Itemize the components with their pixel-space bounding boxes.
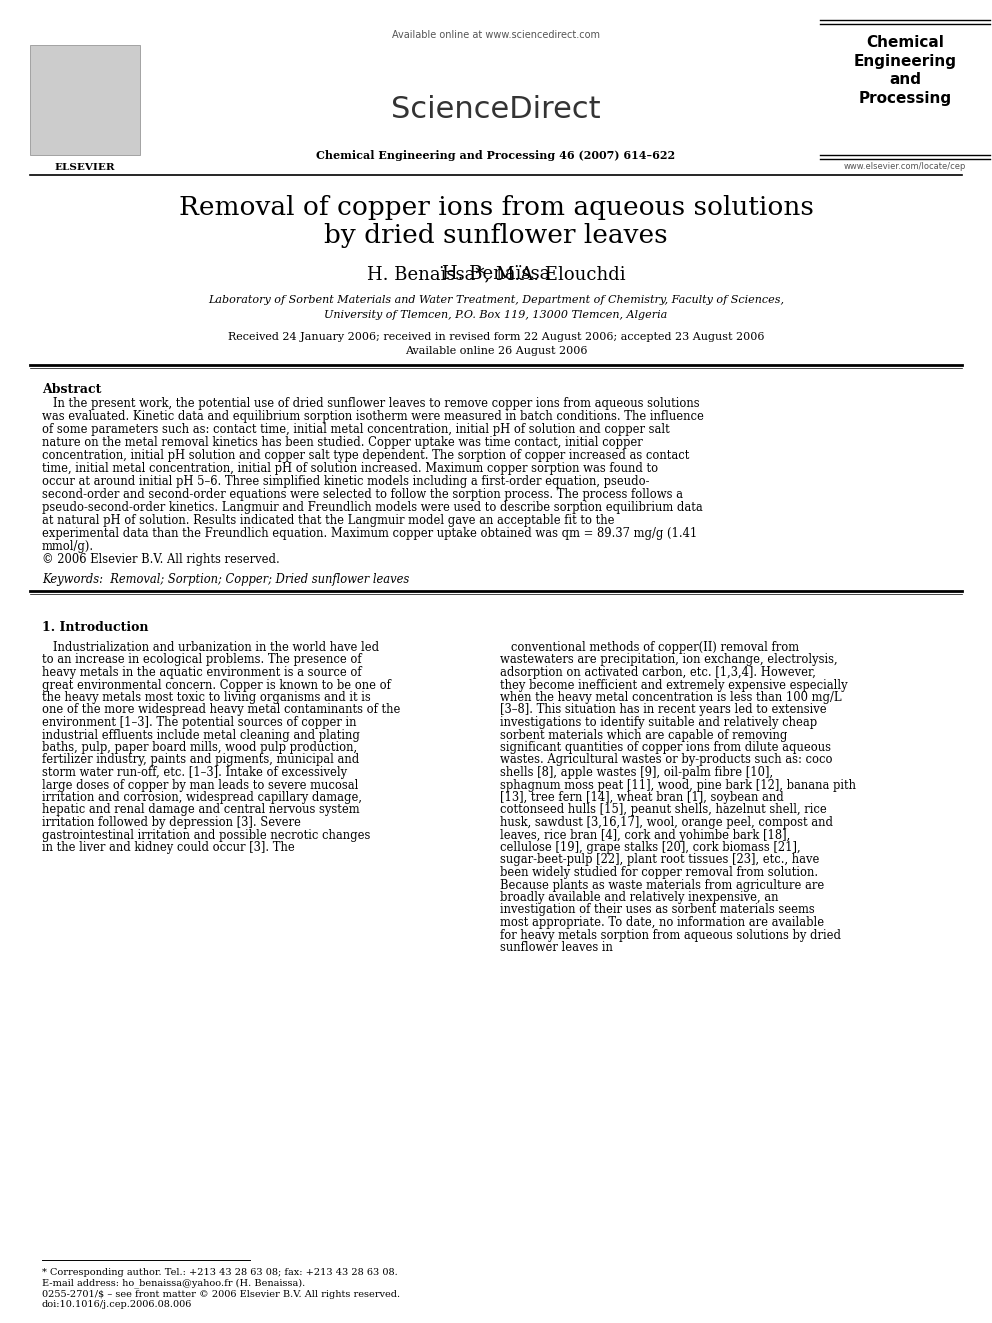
Text: sunflower leaves in: sunflower leaves in bbox=[500, 941, 613, 954]
Text: nature on the metal removal kinetics has been studied. Copper uptake was time co: nature on the metal removal kinetics has… bbox=[42, 437, 643, 448]
Text: Chemical
Engineering
and
Processing: Chemical Engineering and Processing bbox=[853, 34, 956, 106]
Text: 0255-2701/$ – see front matter © 2006 Elsevier B.V. All rights reserved.: 0255-2701/$ – see front matter © 2006 El… bbox=[42, 1290, 400, 1299]
Text: been widely studied for copper removal from solution.: been widely studied for copper removal f… bbox=[500, 867, 818, 878]
Text: conventional methods of copper(II) removal from: conventional methods of copper(II) remov… bbox=[500, 642, 800, 654]
Text: pseudo-second-order kinetics. Langmuir and Freundlich models were used to descri: pseudo-second-order kinetics. Langmuir a… bbox=[42, 501, 702, 515]
Text: Laboratory of Sorbent Materials and Water Treatment, Department of Chemistry, Fa: Laboratory of Sorbent Materials and Wate… bbox=[208, 295, 784, 306]
Text: for heavy metals sorption from aqueous solutions by dried: for heavy metals sorption from aqueous s… bbox=[500, 929, 841, 942]
Text: hepatic and renal damage and central nervous system: hepatic and renal damage and central ner… bbox=[42, 803, 360, 816]
Text: mmol/g).: mmol/g). bbox=[42, 540, 94, 553]
Text: H. Benaïssa: H. Benaïssa bbox=[441, 265, 551, 283]
Text: ScienceDirect: ScienceDirect bbox=[391, 95, 601, 124]
Text: was evaluated. Kinetic data and equilibrium sorption isotherm were measured in b: was evaluated. Kinetic data and equilibr… bbox=[42, 410, 704, 423]
Text: heavy metals in the aquatic environment is a source of: heavy metals in the aquatic environment … bbox=[42, 665, 362, 679]
Text: time, initial metal concentration, initial pH of solution increased. Maximum cop: time, initial metal concentration, initi… bbox=[42, 462, 658, 475]
Text: great environmental concern. Copper is known to be one of: great environmental concern. Copper is k… bbox=[42, 679, 391, 692]
Text: Chemical Engineering and Processing 46 (2007) 614–622: Chemical Engineering and Processing 46 (… bbox=[316, 149, 676, 161]
Text: the heavy metals most toxic to living organisms and it is: the heavy metals most toxic to living or… bbox=[42, 691, 371, 704]
Text: to an increase in ecological problems. The presence of: to an increase in ecological problems. T… bbox=[42, 654, 362, 667]
Text: shells [8], apple wastes [9], oil-palm fibre [10],: shells [8], apple wastes [9], oil-palm f… bbox=[500, 766, 773, 779]
Text: they become inefficient and extremely expensive especially: they become inefficient and extremely ex… bbox=[500, 679, 847, 692]
Text: by dried sunflower leaves: by dried sunflower leaves bbox=[324, 224, 668, 247]
Text: one of the more widespread heavy metal contaminants of the: one of the more widespread heavy metal c… bbox=[42, 704, 401, 717]
Text: husk, sawdust [3,16,17], wool, orange peel, compost and: husk, sawdust [3,16,17], wool, orange pe… bbox=[500, 816, 833, 830]
Text: investigations to identify suitable and relatively cheap: investigations to identify suitable and … bbox=[500, 716, 817, 729]
Text: University of Tlemcen, P.O. Box 119, 13000 Tlemcen, Algeria: University of Tlemcen, P.O. Box 119, 130… bbox=[324, 310, 668, 320]
Text: [3–8]. This situation has in recent years led to extensive: [3–8]. This situation has in recent year… bbox=[500, 704, 826, 717]
Text: large doses of copper by man leads to severe mucosal: large doses of copper by man leads to se… bbox=[42, 778, 358, 791]
Text: sorbent materials which are capable of removing: sorbent materials which are capable of r… bbox=[500, 729, 788, 741]
Text: irritation followed by depression [3]. Severe: irritation followed by depression [3]. S… bbox=[42, 816, 301, 830]
Text: at natural pH of solution. Results indicated that the Langmuir model gave an acc: at natural pH of solution. Results indic… bbox=[42, 515, 614, 527]
Text: ELSEVIER: ELSEVIER bbox=[55, 163, 115, 172]
Text: Industrialization and urbanization in the world have led: Industrialization and urbanization in th… bbox=[42, 642, 379, 654]
Text: industrial effluents include metal cleaning and plating: industrial effluents include metal clean… bbox=[42, 729, 360, 741]
Text: * Corresponding author. Tel.: +213 43 28 63 08; fax: +213 43 28 63 08.: * Corresponding author. Tel.: +213 43 28… bbox=[42, 1267, 398, 1277]
Text: Abstract: Abstract bbox=[42, 382, 101, 396]
Text: Because plants as waste materials from agriculture are: Because plants as waste materials from a… bbox=[500, 878, 824, 892]
Text: In the present work, the potential use of dried sunflower leaves to remove coppe: In the present work, the potential use o… bbox=[42, 397, 699, 410]
Text: baths, pulp, paper board mills, wood pulp production,: baths, pulp, paper board mills, wood pul… bbox=[42, 741, 357, 754]
Text: wastes. Agricultural wastes or by-products such as: coco: wastes. Agricultural wastes or by-produc… bbox=[500, 754, 832, 766]
Text: sphagnum moss peat [11], wood, pine bark [12], banana pith: sphagnum moss peat [11], wood, pine bark… bbox=[500, 778, 856, 791]
Text: leaves, rice bran [4], cork and yohimbe bark [18],: leaves, rice bran [4], cork and yohimbe … bbox=[500, 828, 791, 841]
Text: adsorption on activated carbon, etc. [1,3,4]. However,: adsorption on activated carbon, etc. [1,… bbox=[500, 665, 815, 679]
Text: Available online at www.sciencedirect.com: Available online at www.sciencedirect.co… bbox=[392, 30, 600, 40]
Text: of some parameters such as: contact time, initial metal concentration, initial p: of some parameters such as: contact time… bbox=[42, 423, 670, 437]
Text: cottonseed hulls [15], peanut shells, hazelnut shell, rice: cottonseed hulls [15], peanut shells, ha… bbox=[500, 803, 826, 816]
Text: sugar-beet-pulp [22], plant root tissues [23], etc., have: sugar-beet-pulp [22], plant root tissues… bbox=[500, 853, 819, 867]
Text: wastewaters are precipitation, ion exchange, electrolysis,: wastewaters are precipitation, ion excha… bbox=[500, 654, 837, 667]
Text: 1. Introduction: 1. Introduction bbox=[42, 620, 149, 634]
Text: occur at around initial pH 5–6. Three simplified kinetic models including a firs: occur at around initial pH 5–6. Three si… bbox=[42, 475, 650, 488]
Text: significant quantities of copper ions from dilute aqueous: significant quantities of copper ions fr… bbox=[500, 741, 831, 754]
Text: [13], tree fern [14], wheat bran [1], soybean and: [13], tree fern [14], wheat bran [1], so… bbox=[500, 791, 784, 804]
Text: most appropriate. To date, no information are available: most appropriate. To date, no informatio… bbox=[500, 916, 824, 929]
Text: experimental data than the Freundlich equation. Maximum copper uptake obtained w: experimental data than the Freundlich eq… bbox=[42, 527, 697, 540]
Text: © 2006 Elsevier B.V. All rights reserved.: © 2006 Elsevier B.V. All rights reserved… bbox=[42, 553, 280, 566]
Bar bbox=[30, 45, 140, 155]
Text: when the heavy metal concentration is less than 100 mg/L: when the heavy metal concentration is le… bbox=[500, 691, 841, 704]
Text: environment [1–3]. The potential sources of copper in: environment [1–3]. The potential sources… bbox=[42, 716, 356, 729]
Text: in the liver and kidney could occur [3]. The: in the liver and kidney could occur [3].… bbox=[42, 841, 295, 855]
Text: Removal of copper ions from aqueous solutions: Removal of copper ions from aqueous solu… bbox=[179, 194, 813, 220]
Text: Available online 26 August 2006: Available online 26 August 2006 bbox=[405, 347, 587, 356]
Text: www.elsevier.com/locate/cep: www.elsevier.com/locate/cep bbox=[844, 161, 966, 171]
Text: cellulose [19], grape stalks [20], cork biomass [21],: cellulose [19], grape stalks [20], cork … bbox=[500, 841, 801, 855]
Text: investigation of their uses as sorbent materials seems: investigation of their uses as sorbent m… bbox=[500, 904, 814, 917]
Text: second-order and second-order equations were selected to follow the sorption pro: second-order and second-order equations … bbox=[42, 488, 683, 501]
Text: Received 24 January 2006; received in revised form 22 August 2006; accepted 23 A: Received 24 January 2006; received in re… bbox=[228, 332, 764, 343]
Text: concentration, initial pH solution and copper salt type dependent. The sorption : concentration, initial pH solution and c… bbox=[42, 448, 689, 462]
Text: doi:10.1016/j.cep.2006.08.006: doi:10.1016/j.cep.2006.08.006 bbox=[42, 1301, 192, 1308]
Text: E-mail address: ho_benaissa@yahoo.fr (H. Benaissa).: E-mail address: ho_benaissa@yahoo.fr (H.… bbox=[42, 1278, 306, 1287]
Text: H. Benaïssa*, M.A. Elouchdi: H. Benaïssa*, M.A. Elouchdi bbox=[367, 265, 625, 283]
Text: broadly available and relatively inexpensive, an: broadly available and relatively inexpen… bbox=[500, 890, 779, 904]
Text: storm water run-off, etc. [1–3]. Intake of excessively: storm water run-off, etc. [1–3]. Intake … bbox=[42, 766, 347, 779]
Text: gastrointestinal irritation and possible necrotic changes: gastrointestinal irritation and possible… bbox=[42, 828, 370, 841]
Text: Keywords:  Removal; Sorption; Copper; Dried sunflower leaves: Keywords: Removal; Sorption; Copper; Dri… bbox=[42, 573, 410, 586]
Text: fertilizer industry, paints and pigments, municipal and: fertilizer industry, paints and pigments… bbox=[42, 754, 359, 766]
Text: irritation and corrosion, widespread capillary damage,: irritation and corrosion, widespread cap… bbox=[42, 791, 362, 804]
